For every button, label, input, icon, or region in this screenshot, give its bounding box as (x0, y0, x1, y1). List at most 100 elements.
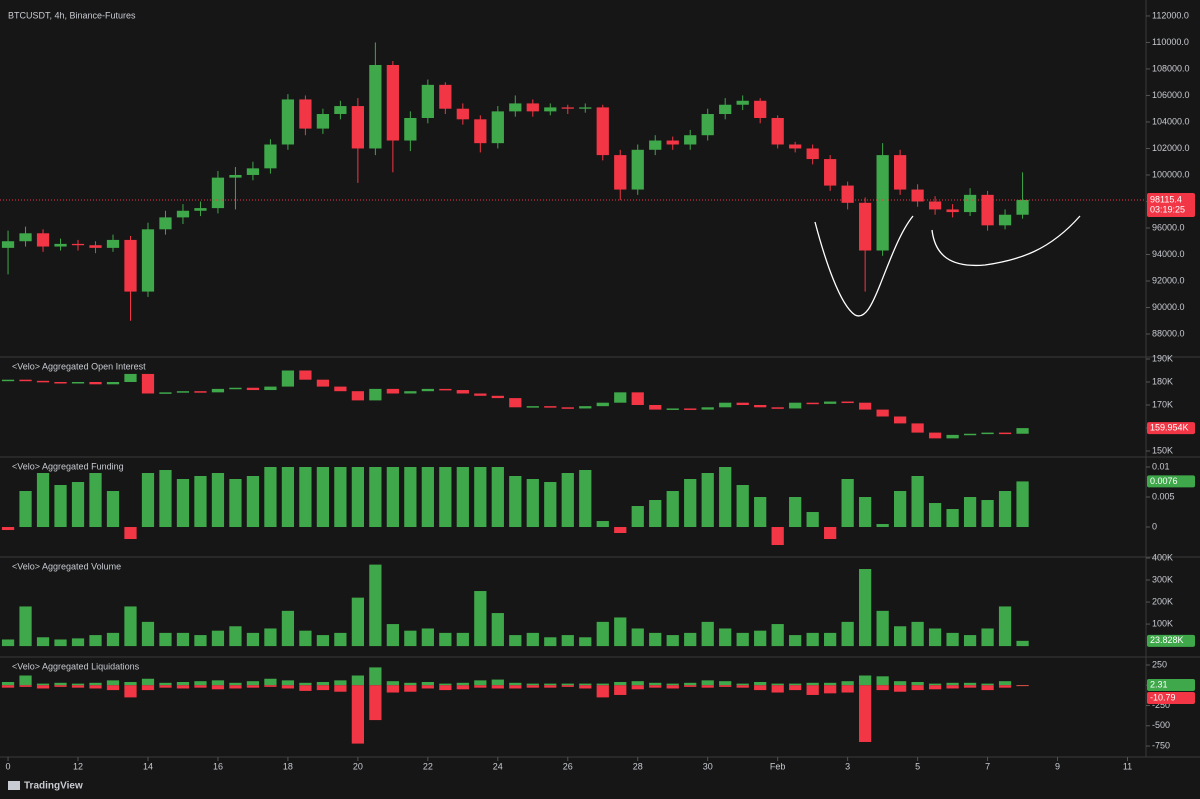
y-tick-label: 180K (1152, 376, 1173, 386)
candle-body (614, 155, 627, 190)
candle-body (89, 245, 102, 248)
candle-body (106, 239, 120, 248)
candle-body (369, 64, 382, 149)
bar (176, 479, 190, 528)
bar (106, 680, 120, 686)
bar (526, 632, 539, 647)
candle-body (281, 99, 295, 145)
bar (106, 491, 120, 528)
oi-candle (806, 402, 819, 405)
last-value-label: 0.0076 (1150, 476, 1178, 486)
bar (369, 467, 382, 528)
bar (754, 497, 767, 528)
oi-candle (474, 393, 487, 396)
oi-candle (981, 432, 994, 435)
bar (824, 527, 837, 540)
bar (194, 685, 207, 688)
bar (456, 685, 469, 690)
candle-body (981, 194, 994, 226)
y-tick-label: 94000.0 (1152, 249, 1185, 259)
y-tick-label: 96000.0 (1152, 222, 1185, 232)
bar (981, 683, 994, 686)
last-value-label: 2.31 (1150, 679, 1168, 689)
oi-candle (509, 398, 522, 408)
candle-body (1016, 199, 1029, 215)
bar (36, 637, 50, 647)
bar (141, 678, 155, 686)
oi-candle (351, 391, 365, 401)
bar (404, 467, 417, 528)
pane-title: <Velo> Aggregated Funding (12, 461, 124, 471)
countdown-label: 03:19:25 (1150, 204, 1185, 214)
candle-body (299, 99, 312, 129)
oi-candle (561, 407, 574, 409)
bar (928, 503, 942, 528)
bar (316, 681, 330, 686)
candle-body (404, 117, 417, 141)
bar (928, 683, 942, 686)
bar (229, 626, 242, 647)
bar (211, 630, 225, 647)
bar (946, 632, 959, 647)
y-tick-label: 100K (1152, 618, 1173, 628)
candle-body (264, 144, 277, 169)
bar (509, 682, 522, 686)
oi-candle (998, 432, 1012, 435)
oi-candle (211, 388, 225, 393)
bar (719, 467, 732, 528)
oi-candle (334, 386, 347, 392)
bar (736, 632, 749, 647)
x-tick-label: 0 (6, 761, 11, 771)
bar (124, 606, 137, 647)
bar (264, 685, 277, 687)
oi-candle (911, 423, 924, 433)
candle-body (141, 229, 155, 292)
bar (841, 681, 854, 686)
bar (876, 685, 889, 691)
oi-candle (631, 392, 644, 405)
bar (246, 476, 260, 528)
bar (701, 680, 714, 686)
bar (334, 632, 347, 647)
bar (1016, 481, 1029, 528)
candle-body (876, 155, 889, 251)
oi-candle (36, 380, 50, 383)
watermark: TradingView (24, 781, 83, 792)
oi-candle (264, 386, 277, 391)
bar (614, 527, 627, 534)
bar (859, 675, 872, 686)
bar (719, 685, 732, 687)
bar (421, 628, 434, 647)
bar (701, 621, 714, 647)
bar (614, 685, 627, 695)
bar (526, 685, 539, 688)
bar (71, 638, 85, 647)
bar (789, 683, 802, 686)
bar (351, 597, 365, 647)
bar (981, 685, 994, 691)
y-tick-label: 170K (1152, 399, 1173, 409)
bar (824, 632, 837, 647)
x-tick-label: 28 (633, 761, 643, 771)
bar (71, 482, 85, 528)
oi-candle (824, 401, 837, 404)
bar (19, 606, 32, 647)
bar (439, 685, 452, 691)
oi-candle (579, 406, 592, 409)
bar (124, 685, 137, 698)
bar (491, 685, 504, 689)
bar (806, 632, 819, 647)
x-tick-label: 26 (563, 761, 573, 771)
bar (211, 685, 225, 690)
oi-candle (456, 390, 469, 394)
candle-body (754, 100, 767, 118)
x-tick-label: 20 (353, 761, 363, 771)
oi-candle (544, 406, 557, 408)
bar (754, 681, 767, 686)
oi-candle (754, 404, 767, 408)
bar (141, 685, 155, 691)
bar (106, 685, 120, 691)
last-value-box (1147, 475, 1195, 488)
bar (474, 467, 487, 528)
